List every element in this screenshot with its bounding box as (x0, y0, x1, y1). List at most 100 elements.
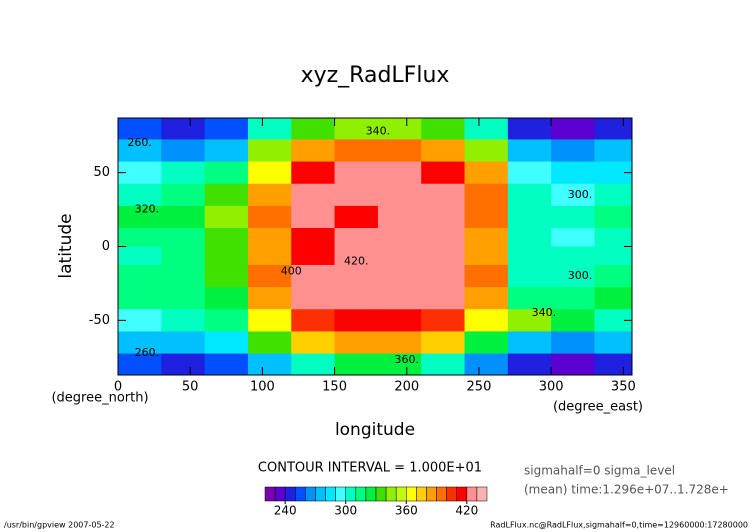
cell (247, 161, 292, 185)
cell (551, 287, 595, 310)
cell (204, 331, 249, 355)
cell (551, 246, 595, 266)
contour-label: 260. (127, 136, 152, 149)
cell (421, 228, 466, 247)
cell (291, 118, 336, 140)
cell (291, 139, 336, 163)
cell (507, 161, 552, 185)
cell (464, 309, 509, 332)
colorbar-swatch (436, 486, 447, 502)
chart-title: xyz_RadLFlux (301, 63, 450, 88)
cell (334, 353, 379, 375)
cell (421, 246, 466, 266)
y-tick-label: 0 (102, 239, 110, 254)
cell (551, 309, 595, 332)
cell (204, 353, 249, 375)
cell (464, 139, 509, 163)
cell (334, 228, 379, 247)
colorbar-tick-label: 420 (455, 504, 478, 518)
cell (421, 264, 466, 288)
cell (377, 161, 422, 185)
colorbar-swatch (355, 486, 367, 502)
cell (464, 353, 509, 375)
colorbar-tick-label: 360 (395, 504, 418, 518)
colorbar-tick-label: 240 (274, 504, 297, 518)
contour-label: 260. (135, 346, 160, 359)
contour-label: 400 (281, 265, 302, 278)
colorbar-swatch (365, 486, 377, 502)
colorbar-swatch (264, 486, 276, 502)
colorbar-swatch (446, 486, 457, 502)
cell (161, 139, 206, 163)
x-unit: (degree_east) (553, 400, 643, 415)
cell (161, 331, 206, 355)
x-tick-label: 350 (611, 380, 636, 395)
y-tick-label: -50 (89, 313, 110, 328)
cell (421, 139, 466, 163)
cell (118, 246, 162, 266)
cell (204, 264, 249, 288)
x-tick-label: 150 (322, 380, 347, 395)
cell (421, 118, 466, 140)
contour-label: 360. (395, 353, 420, 366)
cell (334, 118, 379, 140)
cell (118, 161, 162, 185)
cell (118, 228, 162, 247)
cell (464, 205, 509, 229)
cell (594, 246, 632, 266)
cell (118, 139, 162, 163)
cell (421, 183, 466, 207)
cell (421, 331, 466, 355)
cell (377, 118, 422, 140)
cell (161, 287, 206, 310)
x-tick-label: 200 (394, 380, 419, 395)
cell (507, 118, 552, 140)
x-tick-label: 300 (539, 380, 564, 395)
cell (291, 161, 336, 185)
cell (594, 139, 632, 163)
cell (421, 205, 466, 229)
cell (161, 228, 206, 247)
cell (421, 287, 466, 310)
cell (161, 309, 206, 332)
cell (118, 287, 162, 310)
cell (377, 183, 422, 207)
cell (247, 205, 292, 229)
cell (507, 287, 552, 310)
contour-interval: CONTOUR INTERVAL = 1.000E+01 (258, 461, 482, 476)
cell (204, 287, 249, 310)
cell (247, 183, 292, 207)
cell (421, 353, 466, 375)
cell (118, 264, 162, 288)
cell (334, 246, 379, 266)
cell (594, 331, 632, 355)
cell (594, 205, 632, 229)
cell (464, 118, 509, 140)
cell (247, 228, 292, 247)
cell (334, 161, 379, 185)
cell (204, 183, 249, 207)
cell (247, 118, 292, 140)
cell (377, 246, 422, 266)
cell (464, 246, 509, 266)
colorbar-swatch (395, 486, 407, 502)
cell (594, 309, 632, 332)
colorbar-swatch (295, 486, 306, 502)
colorbar-swatch (345, 486, 357, 502)
cell (377, 287, 422, 310)
cell (291, 183, 336, 207)
cell (247, 353, 292, 375)
cell (334, 331, 379, 355)
cell (291, 353, 336, 375)
cell (334, 287, 379, 310)
colorbar-swatch (456, 486, 468, 502)
colorbar-swatch (406, 486, 417, 502)
colorbar-swatch (375, 486, 387, 502)
cell (291, 331, 336, 355)
cell (551, 139, 595, 163)
cell (551, 183, 595, 207)
cell (291, 246, 336, 266)
cell (161, 205, 206, 229)
colorbar-swatch (284, 486, 296, 502)
cell (334, 183, 379, 207)
